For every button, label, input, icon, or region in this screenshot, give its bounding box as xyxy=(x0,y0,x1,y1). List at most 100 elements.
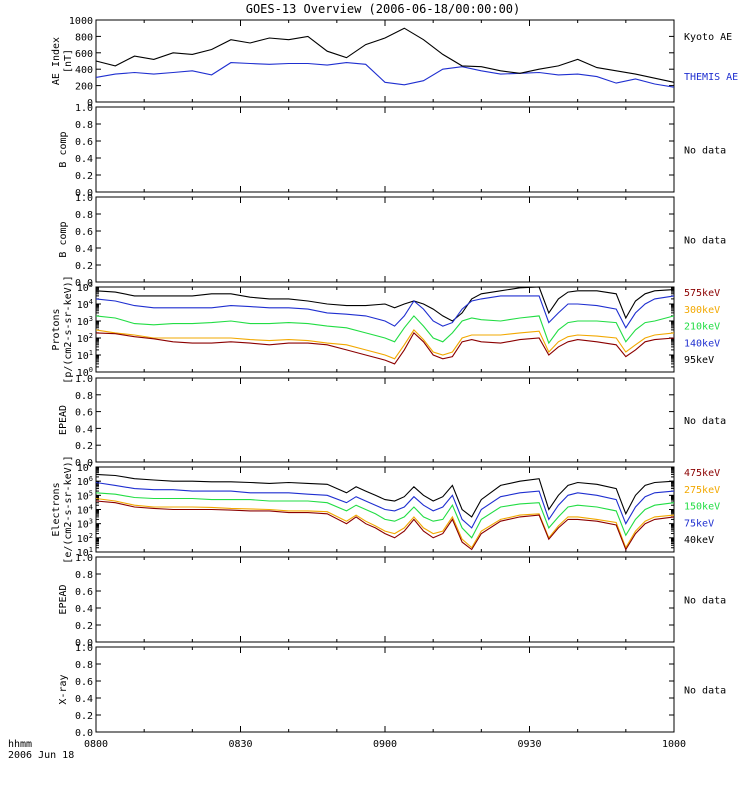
y-tick-label: 0.4 xyxy=(75,694,93,705)
y-tick-label: 1.0 xyxy=(75,643,93,654)
y-tick-label: 1.0 xyxy=(75,103,93,114)
y-tick-label: 102 xyxy=(77,532,93,545)
y-tick-label: 105 xyxy=(77,489,93,502)
y-tick-label: 105 xyxy=(77,281,93,294)
y-axis-label: [nT] xyxy=(63,49,74,73)
x-tick-label: 0830 xyxy=(228,739,252,750)
y-tick-label: 0.2 xyxy=(75,711,93,722)
y-tick-label: 0.6 xyxy=(75,587,93,598)
y-tick-label: 103 xyxy=(77,315,93,328)
no-data-label: No data xyxy=(684,416,726,427)
legend-entry: 475keV xyxy=(684,468,720,479)
y-tick-label: 800 xyxy=(75,32,93,43)
y-tick-label: 0.2 xyxy=(75,261,93,272)
y-tick-label: 0.0 xyxy=(75,458,93,469)
y-tick-label: 0.2 xyxy=(75,441,93,452)
series-line-300kev xyxy=(95,329,675,360)
panel-frame xyxy=(95,646,675,733)
y-tick-label: 0.6 xyxy=(75,677,93,688)
y-tick-label: 0.0 xyxy=(75,278,93,289)
y-tick-label: 1.0 xyxy=(75,553,93,564)
series-line-75kev xyxy=(95,481,675,529)
y-tick-label: 600 xyxy=(75,49,93,60)
panel-b-comp-2: 0.0 0.2 0.4 0.6 0.8 1.0 B comp No data xyxy=(58,193,726,289)
no-data-label: No data xyxy=(684,686,726,697)
series-line-575kev xyxy=(95,332,675,365)
y-tick-label: 107 xyxy=(77,461,93,474)
series-line-themis-ae xyxy=(95,62,675,88)
y-axis-label: Protons xyxy=(51,308,62,350)
y-tick-label: 0.4 xyxy=(75,244,93,255)
y-tick-label: 200 xyxy=(75,82,93,93)
y-tick-label: 0.0 xyxy=(75,728,93,739)
y-tick-label: 103 xyxy=(77,518,93,531)
y-tick-label: 0.2 xyxy=(75,621,93,632)
time-axis: hhmm 2006 Jun 18 0800 0830 0900 0930 1000 xyxy=(8,739,686,761)
legend-entry: 75keV xyxy=(684,518,714,529)
y-tick-label: 0.4 xyxy=(75,154,93,165)
y-tick-label: 1000 xyxy=(69,16,93,27)
y-tick-label: 0.6 xyxy=(75,137,93,148)
y-tick-label: 104 xyxy=(77,298,93,311)
legend-entry: 210keV xyxy=(684,322,720,333)
y-tick-label: 102 xyxy=(77,332,93,345)
y-axis-label: AE Index xyxy=(51,37,62,85)
legend-entry: 150keV xyxy=(684,502,720,513)
y-tick-label: 0.2 xyxy=(75,171,93,182)
series-line-275kev xyxy=(95,497,675,549)
time-axis-row-label: hhmm xyxy=(8,739,32,750)
panel-frame xyxy=(95,286,675,373)
y-tick-label: 0.0 xyxy=(75,188,93,199)
legend-entry: THEMIS AE xyxy=(684,72,738,83)
y-tick-label: 0.4 xyxy=(75,604,93,615)
panel-epead-1: 0.0 0.2 0.4 0.6 0.8 1.0 EPEAD No data xyxy=(58,374,726,469)
panel-frame xyxy=(95,196,675,283)
series-line-40kev xyxy=(95,473,675,518)
x-tick-label: 0930 xyxy=(517,739,541,750)
series-line-210kev xyxy=(95,315,675,345)
y-tick-label: 101 xyxy=(77,349,93,362)
y-axis-label: EPEAD xyxy=(58,584,69,614)
chart-title: GOES-13 Overview (2006-06-18/00:00:00) xyxy=(246,2,521,16)
panel-x-ray: 0.0 0.2 0.4 0.6 0.8 1.0 X-ray No data xyxy=(58,643,726,739)
y-axis-label: [e/(cm2-s-sr-keV)] xyxy=(63,455,74,563)
panel-frame xyxy=(95,556,675,643)
y-axis-label: Electrons xyxy=(51,482,62,536)
series-line-kyoto-ae xyxy=(95,27,675,83)
y-tick-label: 0.6 xyxy=(75,408,93,419)
no-data-label: No data xyxy=(684,596,726,607)
time-axis-date-label: 2006 Jun 18 xyxy=(8,750,74,761)
y-axis-label: B comp xyxy=(58,221,69,257)
series-line-150kev xyxy=(95,492,675,539)
y-tick-label: 0.4 xyxy=(75,424,93,435)
y-tick-label: 0.6 xyxy=(75,227,93,238)
y-axis-label: B comp xyxy=(58,131,69,167)
y-axis-label: [p/(cm2-s-sr-keV)] xyxy=(63,275,74,383)
y-tick-label: 0.8 xyxy=(75,210,93,221)
y-tick-label: 1.0 xyxy=(75,193,93,204)
y-tick-label: 0.8 xyxy=(75,391,93,402)
legend-entry: Kyoto AE xyxy=(684,32,732,43)
y-tick-label: 0 xyxy=(87,98,93,109)
x-tick-label: 0900 xyxy=(373,739,397,750)
y-tick-label: 0.8 xyxy=(75,570,93,581)
panel-frame xyxy=(95,377,675,463)
y-tick-label: 400 xyxy=(75,65,93,76)
y-tick-label: 0.0 xyxy=(75,638,93,649)
y-axis-label: EPEAD xyxy=(58,405,69,435)
no-data-label: No data xyxy=(684,236,726,247)
chart-panels: 0 200 400 600 800 1000 AE Index [nT] Kyoto AE THE… xyxy=(51,16,738,739)
panel-epead-2: 0.0 0.2 0.4 0.6 0.8 1.0 EPEAD No data xyxy=(58,553,726,649)
series-line-95kev xyxy=(95,286,675,322)
series-line-140kev xyxy=(95,295,675,329)
x-tick-label: 1000 xyxy=(662,739,686,750)
panel-frame xyxy=(95,19,675,103)
legend-entry: 95keV xyxy=(684,355,714,366)
legend-entry: 140keV xyxy=(684,338,720,349)
y-axis-label: X-ray xyxy=(58,674,69,704)
y-tick-label: 0.8 xyxy=(75,660,93,671)
legend-entry: 575keV xyxy=(684,288,720,299)
panel-frame xyxy=(95,106,675,193)
